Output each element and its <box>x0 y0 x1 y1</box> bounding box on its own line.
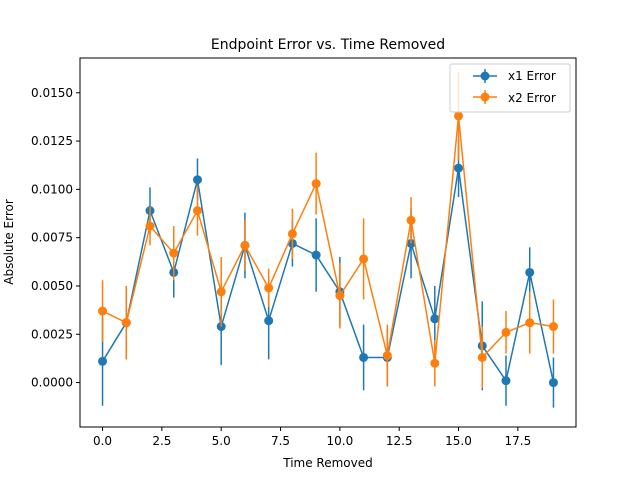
data-point <box>169 248 179 258</box>
y-axis-label: Absolute Error <box>2 199 16 285</box>
data-point <box>501 376 511 386</box>
plot-frame <box>79 57 577 428</box>
data-point <box>335 291 345 301</box>
legend: x1 Error x2 Error <box>449 63 571 113</box>
x-axis: 0.0 2.5 5.0 7.5 10.0 12.5 15.0 17.5 <box>93 427 531 448</box>
data-point <box>145 221 155 231</box>
data-point <box>501 327 511 337</box>
data-point <box>121 318 131 328</box>
y-tick-label: 0.0025 <box>31 327 73 341</box>
data-point <box>216 287 226 297</box>
data-point <box>382 351 392 361</box>
x-tick-label: 2.5 <box>152 434 171 448</box>
data-point <box>98 356 108 366</box>
data-point <box>525 267 535 277</box>
x-tick-label: 10.0 <box>327 434 354 448</box>
data-point <box>359 352 369 362</box>
legend-marker-x2 <box>480 92 490 102</box>
x-tick-label: 0.0 <box>93 434 112 448</box>
series-layer <box>98 71 558 408</box>
data-point <box>311 250 321 260</box>
data-point <box>287 229 297 239</box>
data-point <box>359 254 369 264</box>
data-point <box>192 206 202 216</box>
data-point <box>192 175 202 185</box>
data-point <box>430 314 440 324</box>
data-point <box>548 322 558 332</box>
data-point <box>454 111 464 121</box>
data-point <box>548 378 558 388</box>
legend-marker-x1 <box>480 71 490 81</box>
legend-entry-x1: x1 Error <box>473 69 556 83</box>
series-2 <box>98 71 558 389</box>
x-tick-label: 12.5 <box>386 434 413 448</box>
legend-entry-x2: x2 Error <box>473 90 556 105</box>
data-point <box>264 316 274 326</box>
chart-title: Endpoint Error vs. Time Removed <box>211 37 445 53</box>
y-tick-label: 0.0100 <box>31 182 73 196</box>
data-point <box>264 283 274 293</box>
legend-label-x1: x1 Error <box>508 69 556 83</box>
legend-label-x2: x2 Error <box>508 91 556 105</box>
data-point <box>240 240 250 250</box>
data-point <box>454 163 464 173</box>
data-point <box>525 318 535 328</box>
y-tick-label: 0.0050 <box>31 279 73 293</box>
data-point <box>406 215 416 225</box>
data-point <box>477 352 487 362</box>
y-tick-label: 0.0125 <box>31 134 73 148</box>
x-tick-label: 5.0 <box>212 434 231 448</box>
x-tick-label: 7.5 <box>271 434 290 448</box>
x-tick-label: 17.5 <box>504 434 531 448</box>
data-point <box>311 179 321 189</box>
y-tick-label: 0.0000 <box>31 376 73 390</box>
series-line <box>102 115 554 364</box>
y-axis: 0.0000 0.0025 0.0050 0.0075 0.0100 0.0125 0.01… <box>31 86 80 390</box>
data-point <box>98 306 108 316</box>
data-point <box>430 358 440 368</box>
x-tick-label: 15.0 <box>445 434 472 448</box>
y-tick-label: 0.0150 <box>31 86 73 100</box>
y-tick-label: 0.0075 <box>31 231 73 245</box>
x-axis-label: Time Removed <box>282 456 373 470</box>
